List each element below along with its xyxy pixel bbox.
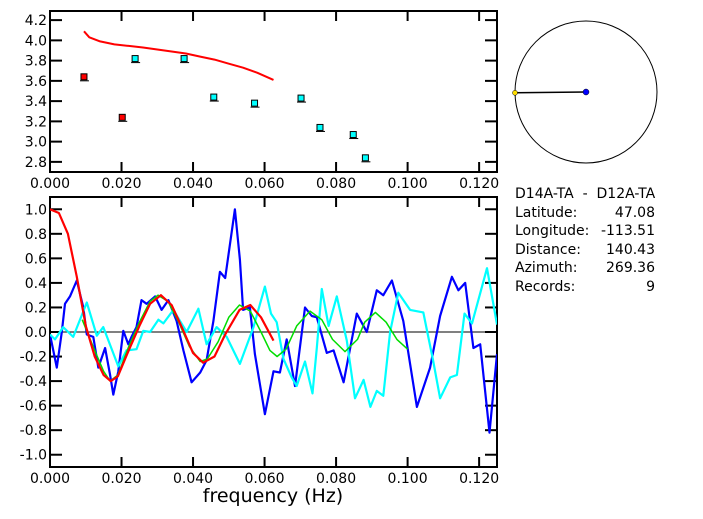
data-point-cyan <box>210 93 218 101</box>
plot-frame <box>49 10 498 173</box>
y-tick-label: 0.0 <box>25 325 47 341</box>
value: 47.08 <box>614 204 655 221</box>
x-tick-label: 0.100 <box>388 471 428 487</box>
x-tick-label: 0.040 <box>173 471 213 487</box>
label: Longitude: <box>515 223 590 239</box>
y-tick-label: 2.8 <box>25 155 47 171</box>
y-tick-label: -0.8 <box>20 423 47 439</box>
y-tick-label: 4.2 <box>25 13 47 29</box>
label: Distance: <box>515 241 581 258</box>
x-tick-label: 0.060 <box>245 471 285 487</box>
series-cyan <box>50 267 497 408</box>
data-point-red <box>118 113 126 121</box>
x-tick-label: 0.060 <box>245 176 285 192</box>
y-tick-label: -1.0 <box>20 448 47 464</box>
y-tick-label: 1.0 <box>25 202 47 218</box>
x-tick-label: 0.020 <box>101 176 141 192</box>
y-tick-label: 0.6 <box>25 251 47 267</box>
y-tick-label: 4.0 <box>25 33 47 49</box>
y-tick-label: 0.4 <box>25 276 47 292</box>
label: Azimuth: <box>515 260 578 276</box>
series-green <box>81 294 409 382</box>
azimuth-end-dot <box>512 90 518 96</box>
x-tick-label: 0.120 <box>459 471 499 487</box>
data-point-cyan <box>131 55 139 63</box>
x-tick-label: 0.100 <box>388 176 428 192</box>
label: Latitude: <box>515 204 578 221</box>
data-point-cyan <box>316 123 324 131</box>
phase-velocity-curve <box>83 30 274 81</box>
value: 9 <box>646 278 655 295</box>
data-point-cyan <box>297 94 305 102</box>
label: Records: <box>515 278 576 295</box>
x-tick-label: 0.120 <box>459 176 499 192</box>
series-red <box>50 208 275 383</box>
x-tick-label: 0.020 <box>101 471 141 487</box>
info-longitude: Longitude: -113.51 <box>515 222 655 241</box>
x-tick-label: 0.000 <box>30 176 70 192</box>
azimuth-needle <box>514 91 587 94</box>
data-point-cyan <box>180 55 188 63</box>
y-tick-label: 3.2 <box>25 114 47 130</box>
station-info: D14A-TA - D12A-TA Latitude: 47.08 Longitu… <box>515 185 655 296</box>
y-tick-label: 3.0 <box>25 135 47 151</box>
data-point-cyan <box>349 131 357 139</box>
y-tick-label: 3.4 <box>25 94 47 110</box>
info-distance: Distance: 140.43 <box>515 241 655 260</box>
x-tick-label: 0.080 <box>316 471 356 487</box>
value: 140.43 <box>606 241 655 258</box>
azimuth-center-dot <box>582 88 590 96</box>
info-latitude: Latitude: 47.08 <box>515 204 655 223</box>
data-point-cyan <box>251 99 259 107</box>
y-tick-label: -0.2 <box>20 350 47 366</box>
y-tick-label: -0.6 <box>20 399 47 415</box>
data-point-cyan <box>361 154 369 162</box>
y-tick-label: 3.6 <box>25 74 47 90</box>
y-tick-label: 0.8 <box>25 227 47 243</box>
station-pair: D14A-TA - D12A-TA <box>515 186 656 202</box>
y-tick-label: -0.4 <box>20 374 47 390</box>
y-tick-label: 3.8 <box>25 54 47 70</box>
value: -113.51 <box>600 223 655 239</box>
x-axis-title: frequency (Hz) <box>203 485 343 507</box>
info-azimuth: Azimuth: 269.36 <box>515 259 655 278</box>
data-point-red <box>80 73 88 81</box>
x-tick-label: 0.000 <box>30 471 70 487</box>
x-tick-label: 0.080 <box>316 176 356 192</box>
value: 269.36 <box>606 260 655 276</box>
info-records: Records: 9 <box>515 278 655 297</box>
x-tick-label: 0.040 <box>173 176 213 192</box>
series-blue <box>50 208 497 434</box>
y-tick-label: 0.2 <box>25 300 47 316</box>
